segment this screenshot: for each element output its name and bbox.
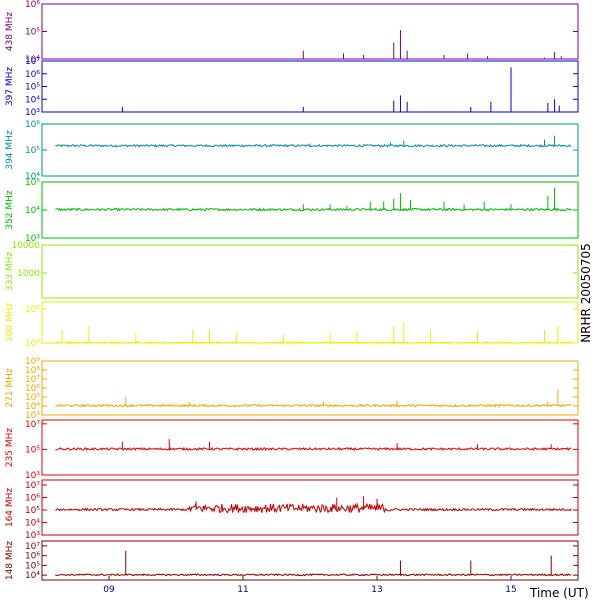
y-tick-label: 10⁶ [25,384,40,394]
y-tick-label: 10⁴ [25,206,40,216]
x-tick-label: 11 [237,585,248,595]
panel-164-mhz: 10³ 10⁴ 10⁵ 10⁶ 10⁷ 164 MHz [5,479,579,541]
y-tick-label: 10000 [11,241,40,251]
panel-label: 394 MHz [5,130,15,170]
x-tick-label: 09 [103,585,115,595]
series-line [55,143,572,148]
y-tick-label: 10³ [25,411,40,421]
y-tick-label: 1000 [17,269,40,279]
x-tick-label: 15 [505,585,516,595]
panel-label: 333 MHz [5,252,15,292]
y-tick-label: 10⁴ [25,402,40,412]
y-tick-label: 10⁷ [25,420,40,430]
y-tick-label: 10⁴ [25,172,40,182]
panel-394-mhz: 10⁴ 10⁵ 10⁶ 394 MHz [5,120,579,182]
series-line [55,502,572,514]
y-tick-label: 10⁵ [25,28,40,38]
y-tick-label: 10⁶ [25,70,40,80]
y-tick-label: 10⁴ [25,571,40,581]
panel-300-mhz: 10⁴ 10⁵ 300 MHz [5,301,579,349]
panel-frame [41,419,579,476]
y-tick-label: 10³ [25,531,40,541]
y-tick-label: 10⁶ [25,0,40,10]
y-tick-label: 10⁷ [25,375,40,385]
y-tick-label: 10⁴ [25,339,40,349]
series-line [55,573,572,577]
panel-label: 397 MHz [5,67,15,107]
y-tick-label: 10⁴ [25,95,40,105]
panel-frame [41,540,579,581]
y-tick-label: 10⁹ [25,357,40,367]
panel-label: 235 MHz [5,428,15,468]
series-line [55,207,572,212]
panel-label: 352 MHz [5,190,15,230]
x-tick-label: 13 [371,585,382,595]
panel-352-mhz: 10³ 10⁴ 10⁵ 352 MHz [5,178,579,244]
y-tick-label: 10⁴ [25,519,40,529]
panel-438-mhz: 10⁴ 10⁵ 10⁶ 438 MHz [5,0,579,65]
y-tick-label: 10⁵ [25,393,40,403]
y-tick-label: 10⁸ [25,366,40,376]
panel-label: 271 MHz [5,368,15,408]
panel-235-mhz: 10³ 10⁵ 10⁷ 235 MHz [5,419,579,481]
y-tick-label: 10³ [25,108,40,118]
y-tick-label: 10⁶ [25,552,40,562]
y-tick-label: 10⁵ [25,305,40,315]
panel-frame [41,479,579,536]
panel-397-mhz: 10³ 10⁴ 10⁵ 10⁶ 10⁷ 397 MHz [5,57,579,118]
time-axis-label: Time (UT) [529,586,589,600]
y-tick-label: 10⁶ [25,120,40,130]
side-title: NRHR 20050705 [579,243,593,343]
y-tick-label: 10³ [25,471,40,481]
x-axis: 09 11 13 15 [103,576,517,595]
panel-label: 164 MHz [5,488,15,528]
series-line [55,446,572,452]
y-tick-label: 10⁶ [25,494,40,504]
y-tick-label: 10⁵ [25,445,40,455]
y-tick-label: 10⁵ [25,146,40,156]
y-tick-label: 10⁷ [25,57,40,67]
panel-label: 438 MHz [5,12,15,52]
y-tick-label: 10⁵ [25,178,40,188]
panel-label: 148 MHz [5,541,15,581]
y-tick-label: 10⁵ [25,561,40,571]
series-line [55,403,572,408]
y-tick-label: 10⁵ [25,506,40,516]
y-tick-label: 10³ [25,234,40,244]
panel-label: 300 MHz [5,303,15,343]
y-tick-label: 10⁷ [25,481,40,491]
y-tick-label: 10⁵ [25,83,40,93]
y-tick-label: 10⁷ [25,542,40,552]
series-line [55,341,572,344]
y-tick-label: 10⁴ [25,55,40,65]
